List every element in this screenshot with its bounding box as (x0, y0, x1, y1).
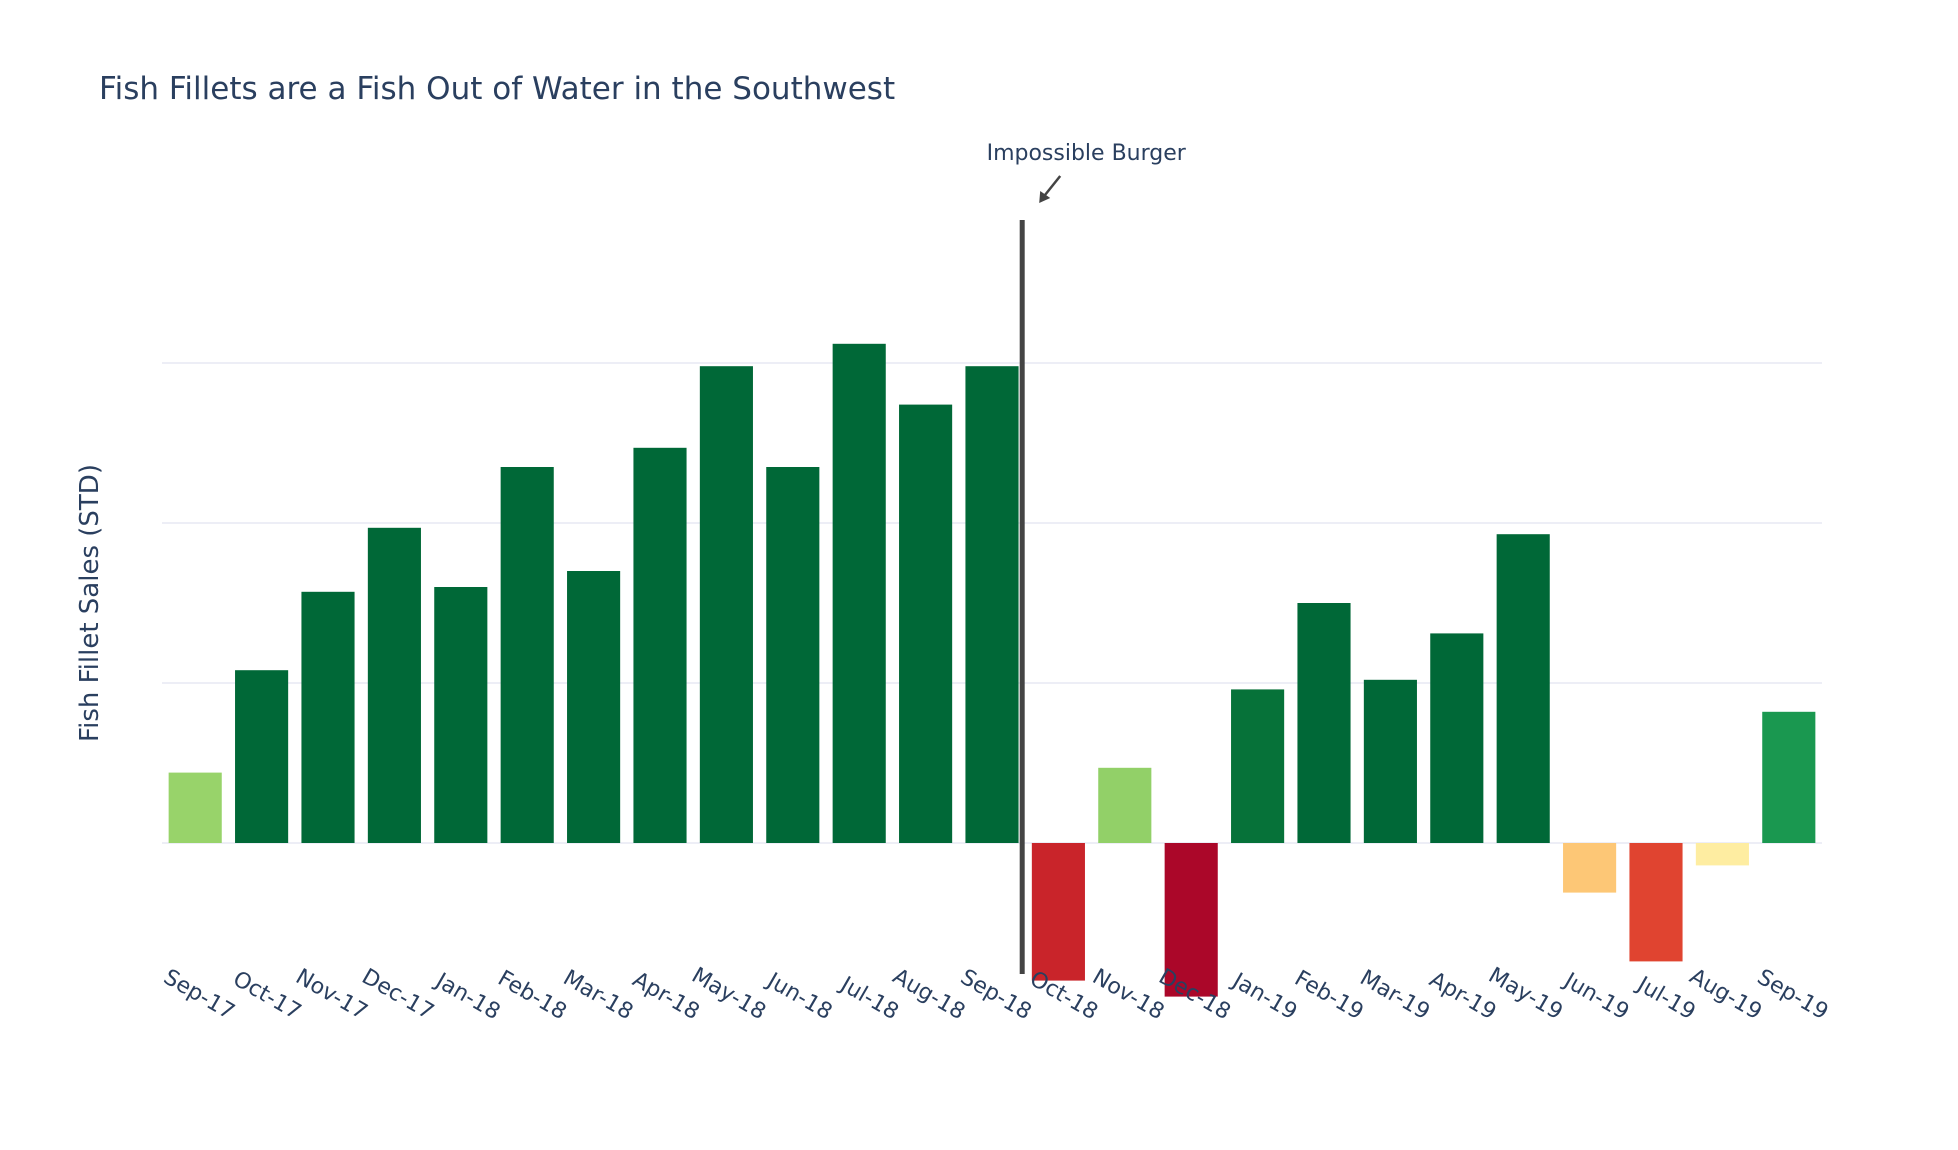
x-tick-label: Feb-19 (1290, 966, 1367, 1025)
bar-mar-19 (1363, 679, 1417, 843)
x-tick-label: Sep-17 (159, 965, 239, 1025)
x-tick-label: Mar-18 (559, 966, 637, 1026)
bar-jan-18 (434, 587, 488, 843)
x-tick-label: Jun-18 (761, 967, 836, 1025)
bar-apr-19 (1430, 633, 1484, 843)
bar-nov-17 (301, 591, 355, 843)
x-tick-label: Jan-18 (430, 968, 505, 1026)
x-tick-labels: Sep-17Oct-17Nov-17Dec-17Jan-18Feb-18Mar-… (159, 963, 1832, 1025)
bar-dec-17 (367, 527, 421, 843)
bar-dec-18 (1164, 843, 1218, 997)
x-tick-label: Aug-19 (1685, 964, 1766, 1025)
bar-sep-18 (965, 366, 1019, 843)
y-axis-label: Fish Fillet Sales (STD) (75, 464, 105, 742)
x-tick-label: Dec-17 (357, 964, 437, 1025)
x-tick-label: Feb-18 (493, 966, 570, 1025)
x-tick-label: Jan-19 (1226, 968, 1301, 1026)
x-tick-label: Oct-17 (229, 967, 306, 1026)
annotation-arrowhead (1039, 191, 1051, 203)
bar-sep-17 (168, 772, 222, 843)
x-tick-label: May-19 (1484, 963, 1567, 1025)
bar-aug-19 (1695, 843, 1749, 866)
x-tick-label: Mar-19 (1356, 966, 1434, 1026)
x-tick-label: Jun-19 (1558, 967, 1633, 1025)
bar-jul-19 (1629, 843, 1683, 962)
bar-jun-18 (766, 467, 820, 843)
chart-title: Fish Fillets are a Fish Out of Water in … (99, 71, 895, 107)
x-tick-label: Nov-18 (1088, 964, 1168, 1025)
bar-aug-18 (899, 404, 953, 843)
x-tick-label: Sep-19 (1753, 965, 1833, 1025)
bar-nov-18 (1098, 767, 1152, 843)
annotation-label: Impossible Burger (987, 141, 1187, 166)
bar-jun-19 (1563, 843, 1617, 893)
x-tick-label: Aug-18 (888, 964, 969, 1025)
x-tick-label: Nov-17 (291, 964, 371, 1025)
bar-jan-19 (1231, 689, 1285, 843)
bar-sep-19 (1762, 711, 1816, 843)
bar-apr-18 (633, 447, 687, 843)
bar-oct-17 (235, 670, 289, 843)
annotation: Impossible Burger (987, 141, 1187, 203)
bar-may-19 (1496, 534, 1550, 843)
bar-feb-19 (1297, 603, 1351, 843)
x-tick-label: May-18 (687, 963, 770, 1025)
bar-may-18 (699, 366, 753, 843)
bars (168, 343, 1816, 997)
bar-jul-18 (832, 343, 886, 843)
bar-feb-18 (500, 467, 554, 843)
bar-mar-18 (567, 571, 621, 843)
bar-oct-18 (1031, 843, 1085, 981)
annotation-arrow (1043, 175, 1062, 197)
